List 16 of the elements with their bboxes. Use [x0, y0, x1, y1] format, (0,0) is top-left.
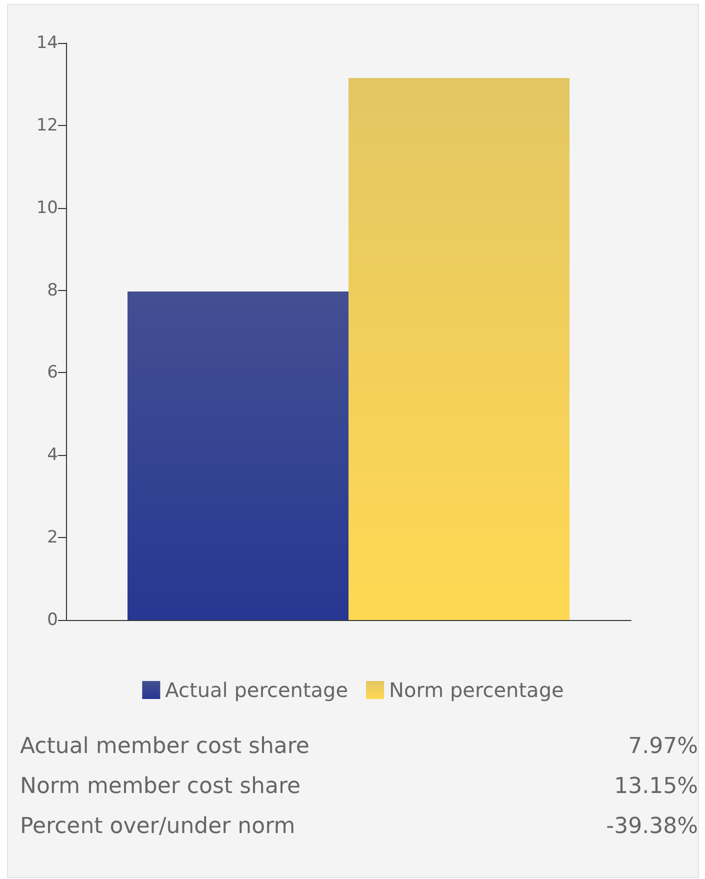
text: 13.15% [614, 773, 698, 801]
y-tick-label: 10 [36, 198, 58, 218]
text: Norm member cost share [20, 773, 301, 801]
text: Percent over/under norm [20, 813, 296, 841]
text: Actual member cost share [20, 733, 310, 761]
legend-label: Actual percentage [165, 678, 348, 702]
y-tick-label: 14 [36, 33, 58, 53]
y-tick-label: 12 [36, 115, 58, 136]
legend-label: Norm percentage [389, 678, 564, 702]
y-tick-label: 4 [47, 445, 58, 466]
text: -39.38% [606, 813, 698, 841]
y-tick-label: 2 [47, 528, 58, 548]
y-tick-label: 6 [47, 362, 58, 383]
y-tick-label: 8 [47, 280, 58, 300]
y-tick-label: 0 [47, 610, 58, 630]
text: 7.97% [628, 733, 698, 761]
